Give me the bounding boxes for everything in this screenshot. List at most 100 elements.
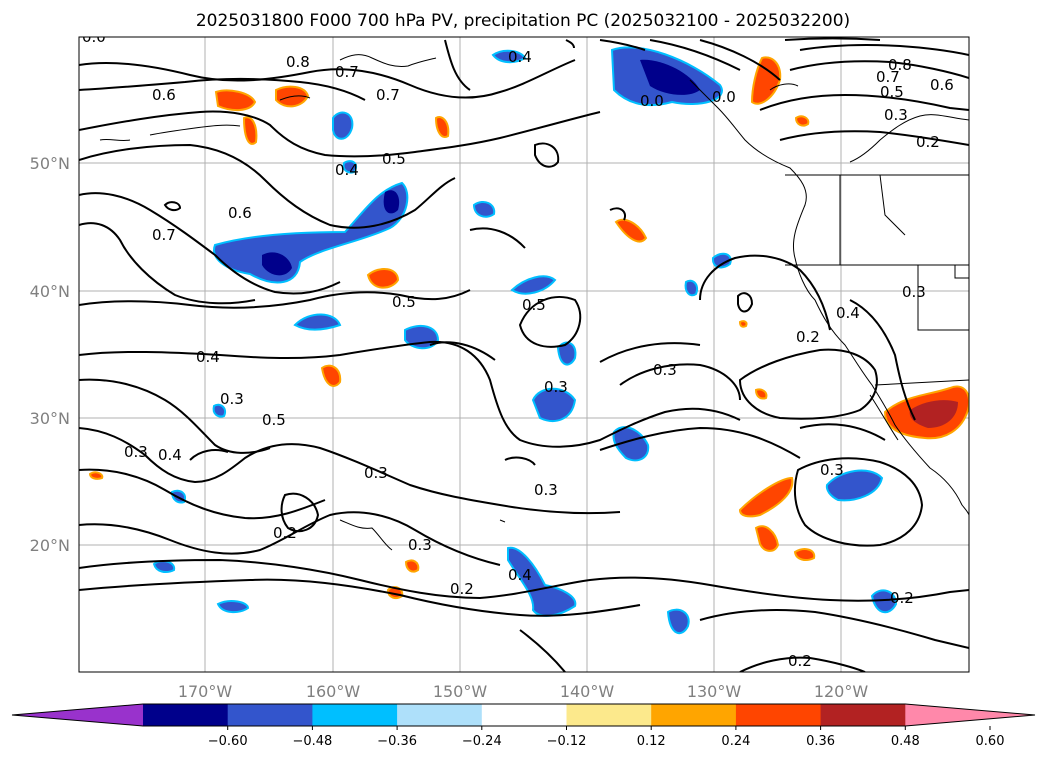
contour-label: 0.7 [876,68,900,86]
precip-negative-area [825,469,884,502]
colorbar-tick-label: −0.36 [377,734,417,749]
precip-positive-area [750,56,782,105]
contour-label: 0.6 [930,76,954,94]
precip-positive-area [242,116,258,145]
contour-label: 0.3 [534,481,558,499]
colorbar-segment [397,704,483,726]
contour-label: 0.5 [392,293,416,311]
colorbar-tick-label: 0.60 [976,734,1005,749]
contour-label: 0.2 [890,589,914,607]
colorbar-segment [735,704,822,726]
precip-positive-area [738,476,794,518]
colorbar-extend-high [905,704,1035,726]
map-plot-area: 0.8 0.7 0.6 0.4 0.7 0.5 0.4 0.6 0.7 0.5 … [79,28,969,672]
contour-label: 0.2 [796,328,820,346]
precip-positive-area [738,320,748,328]
contour-labels: 0.8 0.7 0.6 0.4 0.7 0.5 0.4 0.6 0.7 0.5 … [82,28,954,670]
lat-label: 30°N [30,409,70,428]
contour-label: 0.2 [450,580,474,598]
colorbar-tick-label: 0.24 [721,734,750,749]
contour-label: 0.0 [82,28,106,46]
contour-label: 0.4 [158,446,182,464]
contour-label: 0.7 [335,63,359,81]
precip-negative-area [491,49,527,64]
colorbar-segment [820,704,906,726]
contour-label: 0.3 [544,378,568,396]
precip-negative-area [472,201,496,218]
precip-negative-area [684,279,698,297]
contour-label: 0.0 [640,92,664,110]
contour-label: 0.7 [376,86,400,104]
lat-label: 50°N [30,154,70,173]
lat-label: 20°N [30,536,70,555]
contour-label: 0.8 [286,53,310,71]
contour-label: 0.3 [820,461,844,479]
colorbar-tick-label: −0.12 [547,734,587,749]
contour-label: 0.6 [228,204,252,222]
map-title: 2025031800 F000 700 hPa PV, precipitatio… [196,11,850,31]
colorbar-segment [481,704,567,726]
contour-label: 0.2 [273,524,297,542]
precip-negative-area [531,387,577,422]
contour-label: 0.2 [916,133,940,151]
colorbar-segment [143,704,229,726]
contour-label: 0.3 [408,536,432,554]
contour-label: 0.3 [653,361,677,379]
precip-negative-area [293,313,342,331]
precip-negative-area [342,160,358,174]
lon-label: 140°W [560,682,615,701]
precip-negative-area [332,111,354,140]
contour-label: 0.3 [364,464,388,482]
contour-label: 0.0 [712,88,736,106]
colorbar-segment [227,704,313,726]
precip-positive-core [909,400,958,428]
precip-positive-area [434,116,450,138]
contour-label: 0.8 [888,56,912,74]
contour-label: 0.3 [902,283,926,301]
lat-axis-labels: 50°N 40°N 30°N 20°N [30,154,70,555]
contour-label: 0.3 [220,390,244,408]
colorbar-extend-low [12,704,143,726]
contour-label: 0.5 [382,150,406,168]
precip-positive-area [320,364,342,387]
lon-label: 130°W [687,682,742,701]
precip-negative-area [152,560,176,573]
precip-positive-area [366,268,400,289]
contour-label: 0.3 [124,443,148,461]
contour-label: 0.2 [788,652,812,670]
contour-label: 0.5 [262,411,286,429]
precip-negative-area [212,403,226,418]
lon-label: 160°W [306,682,361,701]
colorbar-outline [11,703,1036,727]
precip-positive-area [754,525,780,552]
lat-label: 40°N [30,282,70,301]
contour-label: 0.4 [196,348,220,366]
precip-positive-area [754,388,768,400]
precip-negative-area [510,275,557,295]
precip-negative-area [216,600,250,614]
lon-label: 170°W [178,682,233,701]
contour-label: 0.6 [152,86,176,104]
contour-label: 0.5 [880,83,904,101]
colorbar-tick-label: −0.60 [208,734,248,749]
colorbar-tick-label: −0.24 [462,734,502,749]
map-frame [78,36,970,673]
contour-label: 0.7 [152,226,176,244]
coastlines [99,54,969,551]
lon-label: 150°W [433,682,488,701]
precip-negative-area [666,608,690,635]
precip-positive-area [793,548,816,561]
precip-shading [88,46,969,635]
precip-negative-area [507,546,577,617]
contour-label: 0.5 [522,296,546,314]
precip-negative-core [383,190,400,214]
colorbar-tick-label: 0.12 [637,734,666,749]
precip-positive-area [404,559,420,573]
precip-negative-core [640,59,700,95]
contour-label: 0.4 [335,161,359,179]
colorbar-segment [312,704,398,726]
colorbar-tick-label: 0.48 [891,734,920,749]
precip-negative-area [556,341,577,366]
precip-positive-area [614,218,648,243]
